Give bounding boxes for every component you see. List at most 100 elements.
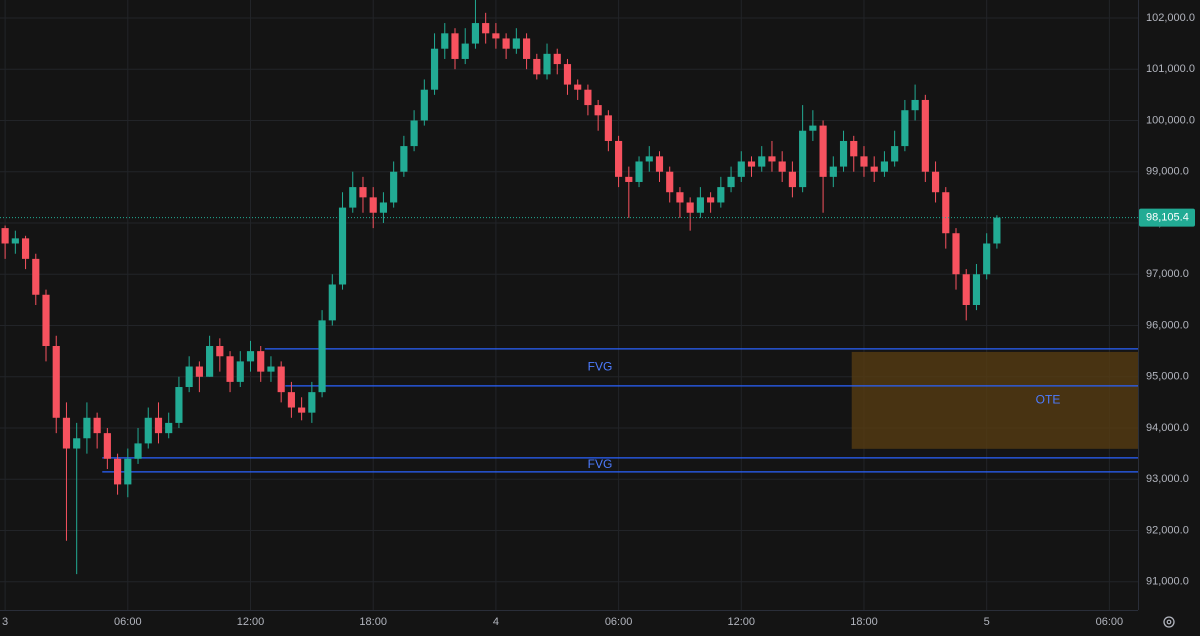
candle-body: [482, 23, 490, 34]
gear-center[interactable]: [1166, 619, 1172, 625]
ote-box: [851, 351, 1138, 449]
candle-body: [32, 258, 40, 295]
candle-body: [962, 274, 970, 305]
candle-body: [788, 171, 796, 188]
candle-body: [891, 146, 899, 162]
candle-body: [625, 176, 633, 182]
candle-body: [727, 176, 735, 188]
plot: OTE FVG FVG: [0, 0, 1138, 575]
candle-body: [666, 171, 674, 193]
candle-body: [839, 140, 848, 167]
candle-body: [379, 202, 388, 213]
candle-body: [267, 366, 275, 372]
x-tick-label: 06:00: [114, 616, 142, 628]
candle-body: [574, 84, 582, 90]
last-price-tag: [1139, 208, 1195, 227]
candle-body: [73, 438, 81, 449]
candle-body: [880, 161, 889, 172]
candle-body: [390, 171, 398, 203]
candle-body: [983, 243, 991, 275]
y-tick-label: 92,000.0: [1146, 524, 1189, 536]
candle-body: [277, 366, 285, 393]
x-tick-label: 18:00: [850, 616, 878, 628]
candle-body: [226, 356, 234, 382]
candle-body: [103, 433, 111, 459]
y-tick-label: 93,000.0: [1146, 473, 1189, 485]
candle-body: [11, 238, 19, 244]
candle-body: [359, 187, 367, 198]
candle-body: [533, 58, 541, 75]
candle-body: [778, 161, 786, 172]
y-tick-label: 99,000.0: [1146, 166, 1189, 178]
x-tick-label: 18:00: [359, 616, 387, 628]
fvg-label: FVG: [588, 457, 613, 471]
candle-body: [461, 43, 469, 59]
candle-body: [993, 217, 1001, 244]
candle-body: [645, 156, 653, 162]
candle-body: [175, 387, 183, 423]
candle-body: [144, 417, 152, 444]
fvg-label: FVG: [588, 360, 613, 374]
candle-body: [298, 407, 306, 413]
candle-body: [257, 351, 265, 372]
candle-body: [563, 64, 572, 85]
candle-body: [42, 294, 50, 347]
candle-body: [236, 361, 244, 382]
candle-body: [62, 417, 71, 449]
candle-body: [850, 140, 858, 157]
candle-body: [420, 89, 428, 121]
candle-body: [553, 53, 561, 65]
candle-body: [819, 125, 827, 177]
y-tick-label: 91,000.0: [1146, 576, 1189, 588]
gear[interactable]: [1163, 616, 1175, 628]
settings-icon[interactable]: [1163, 616, 1175, 628]
candle-body: [349, 187, 357, 208]
last-price-label: 98,105.4: [1146, 211, 1189, 223]
candle-body: [369, 197, 377, 213]
candle-body: [216, 346, 224, 357]
candle-body: [471, 23, 480, 44]
candle-body: [154, 417, 163, 434]
y-tick-label: 102,000.0: [1146, 12, 1195, 24]
candle-body: [799, 130, 807, 188]
candle-body: [124, 458, 132, 485]
candle-body: [83, 417, 91, 439]
y-tick-label: 100,000.0: [1146, 114, 1195, 126]
candle-body: [512, 38, 520, 49]
candle-body: [441, 33, 449, 49]
candle-body: [829, 166, 837, 177]
candle-body: [21, 238, 30, 259]
candle-body: [328, 284, 336, 321]
candle-body: [543, 53, 551, 75]
candle-body: [308, 392, 316, 413]
candle-body: [400, 146, 408, 172]
candle-body: [809, 125, 817, 131]
y-tick-label: 94,000.0: [1146, 422, 1189, 434]
candle-body: [604, 115, 612, 141]
candle-body: [502, 38, 510, 49]
x-tick-label: 3: [2, 616, 8, 628]
candle-body: [318, 320, 326, 393]
candle-body: [747, 161, 756, 167]
candle-body: [584, 89, 592, 106]
candle-body: [451, 33, 459, 59]
candle-body: [655, 156, 664, 172]
candle-body: [287, 392, 295, 408]
candle-body: [93, 417, 101, 434]
candle-body: [972, 274, 981, 305]
candle-body: [185, 366, 193, 388]
candle-body: [246, 351, 255, 362]
candle-body: [942, 192, 950, 234]
candle-body: [134, 443, 142, 459]
x-tick-label: 12:00: [237, 616, 265, 628]
candle-body: [686, 202, 694, 213]
x-tick-label: 5: [984, 616, 990, 628]
x-tick-label: 12:00: [728, 616, 756, 628]
candle-body: [758, 156, 766, 167]
candle-body: [737, 161, 745, 177]
candle-body: [717, 187, 725, 203]
candle-body: [901, 110, 909, 147]
y-tick-label: 95,000.0: [1146, 371, 1189, 383]
candle-body: [860, 156, 868, 167]
candle-body: [768, 156, 776, 162]
